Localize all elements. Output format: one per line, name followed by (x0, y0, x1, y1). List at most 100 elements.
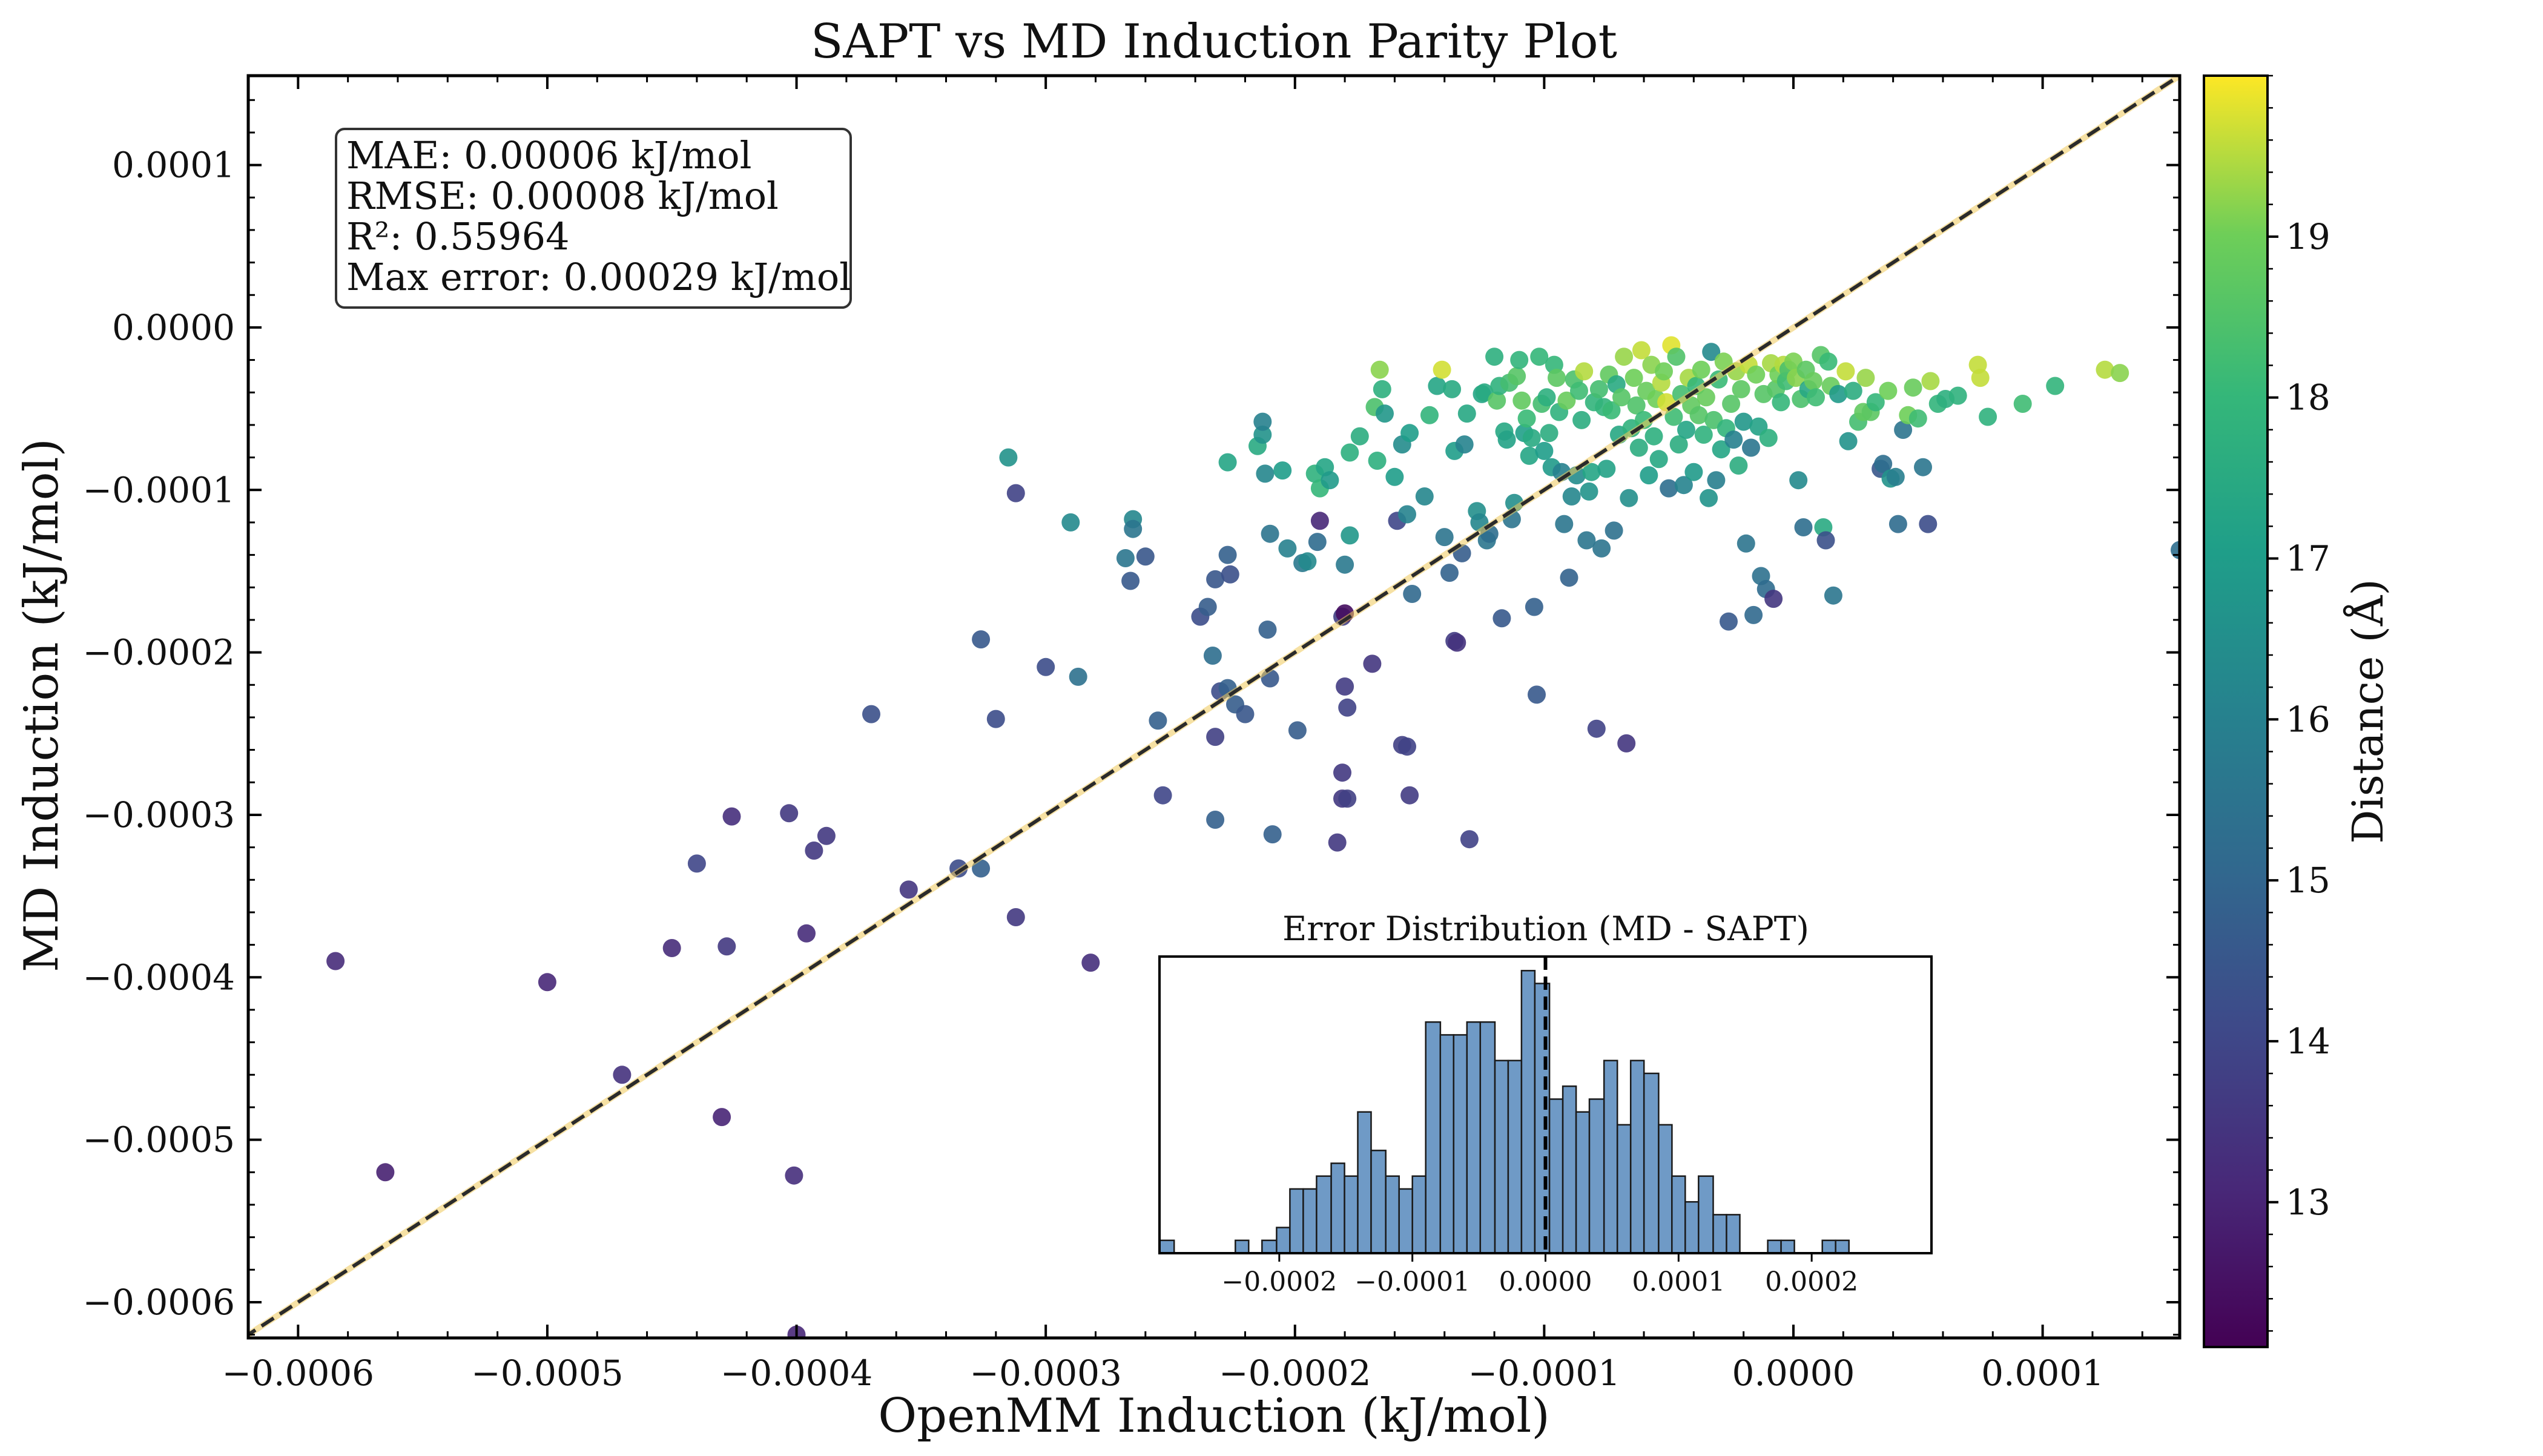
scatter-point (1724, 430, 1743, 449)
colorbar-tick-label: 17 (2286, 538, 2330, 579)
histogram-bar (1385, 1175, 1400, 1254)
scatter-point (1525, 598, 1543, 616)
scatter-point (1540, 424, 1558, 443)
colorbar-tick-label: 19 (2286, 216, 2330, 257)
scatter-point (1627, 396, 1646, 415)
scatter-point (1908, 409, 1927, 428)
x-tick-label: −0.0006 (222, 1352, 375, 1394)
scatter-point (1221, 565, 1239, 584)
scatter-point (986, 710, 1005, 728)
histogram-bar (1453, 1034, 1468, 1254)
scatter-point (1617, 734, 1636, 753)
scatter-point (1448, 633, 1466, 652)
scatter-point (1632, 341, 1651, 360)
scatter-point (1560, 568, 1578, 587)
scatter-point (1363, 654, 1382, 673)
histogram-bar (1289, 1188, 1304, 1254)
scatter-point (805, 842, 823, 860)
scatter-point (717, 937, 736, 956)
scatter-point (1712, 440, 1730, 459)
inset-title: Error Distribution (MD - SAPT) (1282, 909, 1809, 948)
scatter-point (1006, 908, 1025, 926)
scatter-point (780, 804, 799, 823)
scatter-point (1548, 369, 1566, 387)
scatter-point (1644, 427, 1663, 446)
histogram-bar (1357, 1111, 1372, 1254)
histogram-bar (1684, 1201, 1700, 1254)
scatter-point (1692, 360, 1710, 379)
scatter-point (1669, 435, 1688, 454)
x-tick-label: −0.0001 (1468, 1352, 1621, 1394)
scatter-point (1794, 518, 1813, 536)
x-tick-label: 0.0000 (1732, 1352, 1855, 1394)
chart-title: SAPT vs MD Induction Parity Plot (811, 15, 1617, 69)
scatter-point (1839, 432, 1858, 450)
scatter-point (1488, 391, 1506, 410)
histogram-bar (1588, 1098, 1605, 1254)
y-tick-label: −0.0001 (82, 469, 235, 510)
scatter-point (1497, 430, 1516, 449)
scatter-point (1433, 360, 1451, 379)
scatter-point (1655, 362, 1673, 381)
scatter-point (1772, 393, 1790, 412)
scatter-point (1816, 531, 1835, 550)
scatter-point (1440, 564, 1459, 582)
histogram-bar (1520, 970, 1536, 1254)
scatter-point (1510, 351, 1529, 369)
scatter-point (1333, 763, 1351, 782)
scatter-point (1512, 391, 1531, 410)
scatter-point (1620, 489, 1638, 507)
stats-line-max-error: Max error: 0.00029 kJ/mol (346, 255, 851, 299)
scatter-point (1258, 621, 1277, 639)
scatter-point (1253, 412, 1272, 431)
scatter-point (1714, 352, 1733, 371)
scatter-point (972, 859, 991, 878)
scatter-point (1660, 479, 1678, 498)
scatter-point (1206, 570, 1225, 588)
scatter-point (1398, 737, 1416, 756)
scatter-point (1732, 380, 1750, 398)
scatter-point (1948, 386, 1967, 405)
scatter-point (1338, 698, 1357, 717)
scatter-point (1582, 463, 1601, 481)
scatter-point (687, 854, 706, 873)
scatter-point (1061, 513, 1080, 532)
scatter-point (1341, 526, 1359, 545)
histogram-bar (1658, 1124, 1673, 1254)
scatter-point (1116, 549, 1135, 567)
scatter-point (1575, 362, 1594, 381)
scatter-point (899, 880, 918, 899)
scatter-point (1368, 452, 1387, 470)
plot-frame (246, 74, 2182, 1340)
inset-x-tick-label: 0.0002 (1765, 1267, 1858, 1297)
histogram-bar (1726, 1214, 1741, 1254)
scatter-point (1069, 667, 1087, 686)
scatter-point (1664, 407, 1683, 426)
scatter-point (1336, 677, 1354, 696)
scatter-point (1555, 515, 1574, 533)
scatter-point (862, 705, 880, 723)
histogram-bar (1235, 1239, 1250, 1254)
scatter-point (1649, 450, 1668, 469)
scatter-point (1273, 461, 1292, 480)
scatter-point (1336, 555, 1354, 574)
scatter-point (1081, 954, 1100, 972)
scatter-point (1737, 534, 1755, 553)
scatter-point (1398, 505, 1416, 524)
scatter-point (1455, 435, 1474, 454)
scatter-point (1121, 572, 1140, 590)
histogram-bar (1330, 1162, 1345, 1254)
y-tick-label: −0.0005 (82, 1119, 235, 1161)
scatter-point (1485, 348, 1504, 366)
y-tick-label: −0.0003 (82, 794, 235, 835)
y-tick-label: −0.0004 (82, 957, 235, 998)
scatter-point (713, 1108, 731, 1127)
scatter-point (1528, 685, 1546, 704)
scatter-point (722, 807, 741, 826)
scatter-point (1888, 515, 1907, 533)
histogram-bar (1344, 1175, 1359, 1254)
scatter-point (1589, 380, 1608, 398)
scatter-point (1435, 528, 1454, 547)
histogram-bar (1466, 1021, 1482, 1254)
